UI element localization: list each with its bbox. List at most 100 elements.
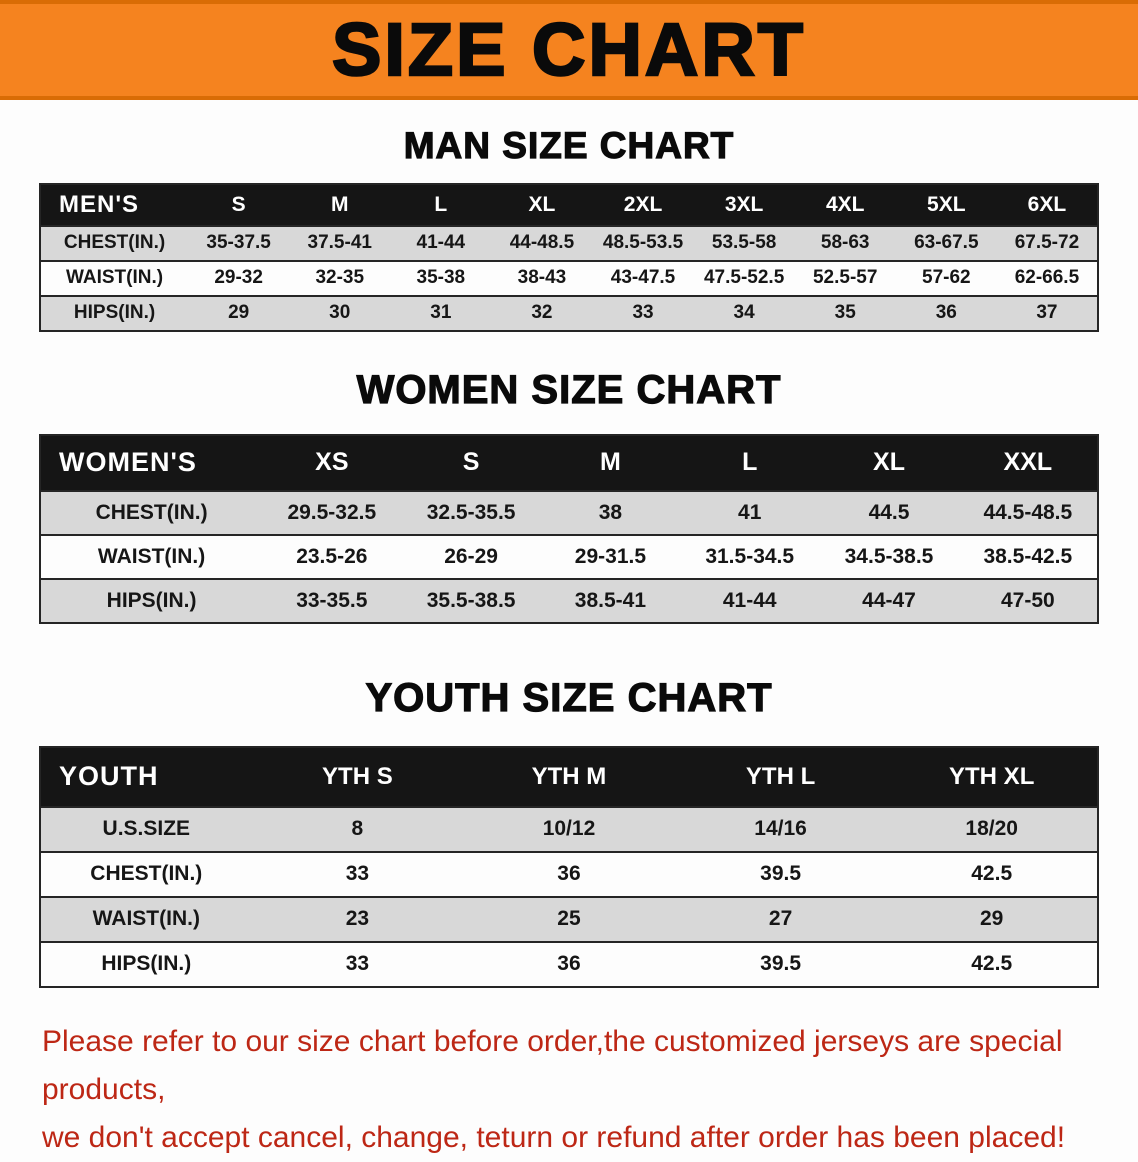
value-cell: 62-66.5 xyxy=(1014,267,1080,289)
value-cell: 35.5-38.5 xyxy=(426,588,516,612)
table-title-cell: WOMEN'S xyxy=(40,434,263,491)
value-cell: 41-44 xyxy=(416,232,466,254)
value-cell: 52.5-57 xyxy=(812,267,878,289)
table-title-cell: MEN'S xyxy=(40,183,189,226)
value-cell: 41-44 xyxy=(722,588,777,612)
value-cell: 38 xyxy=(598,500,623,524)
value-cell: 36 xyxy=(557,862,581,886)
value-cell: 38.5-41 xyxy=(574,588,647,612)
women-size-chart-heading: WOMEN SIZE CHART xyxy=(356,367,782,412)
youth-size-table: YOUTH YTH S YTH M YTH L YTH XL U.S.SIZE 8 10/12… xyxy=(39,745,1099,988)
size-header-cell: 3XL xyxy=(693,183,795,226)
value-cell: 44.5-48.5 xyxy=(983,500,1073,524)
value-cell: 42.5 xyxy=(971,952,1013,976)
value-cell: 35 xyxy=(834,302,856,324)
value-cell: 27 xyxy=(768,907,793,931)
size-header-cell: 2XL xyxy=(592,183,694,226)
value-cell: 38.5-42.5 xyxy=(983,544,1073,568)
footer-note: Please refer to our size chart before or… xyxy=(42,1018,1094,1162)
value-cell: 33 xyxy=(345,952,370,976)
size-header-cell: S xyxy=(401,434,541,491)
table-row: HIPS(IN.) 33-35.5 35.5-38.5 38.5-41 41-44 44-… xyxy=(40,578,1098,623)
size-header-cell: YTH S xyxy=(251,746,464,807)
value-cell: 32-35 xyxy=(315,267,365,289)
value-cell: 48.5-53.5 xyxy=(602,232,684,254)
value-cell: 36 xyxy=(935,302,957,324)
note-line-1: Please refer to our size chart before or… xyxy=(42,1024,1063,1106)
value-cell: 29.5-32.5 xyxy=(287,500,377,524)
value-cell: 53.5-58 xyxy=(711,232,777,254)
table-row: WAIST(IN.) 23.5-26 26-29 29-31.5 31.5-34.5 34… xyxy=(40,534,1098,579)
value-cell: 32 xyxy=(531,302,553,324)
row-label-cell: CHEST(IN.) xyxy=(90,862,203,886)
value-cell: 8 xyxy=(351,817,364,841)
value-cell: 36 xyxy=(557,952,581,976)
men-size-table: MEN'S S M L XL 2XL 3XL 4XL 5XL 6XL CHEST(IN.) 35-37… xyxy=(39,182,1099,332)
table-row: WAIST(IN.) 23 25 27 29 xyxy=(40,896,1098,942)
value-cell: 44.5 xyxy=(868,500,910,524)
value-cell: 29-31.5 xyxy=(574,544,647,568)
value-cell: 47-50 xyxy=(1000,588,1055,612)
value-cell: 31 xyxy=(430,302,452,324)
value-cell: 35-38 xyxy=(416,267,466,289)
value-cell: 43-47.5 xyxy=(610,267,676,289)
row-label-cell: WAIST(IN.) xyxy=(66,267,164,289)
size-header-cell: XL xyxy=(819,434,959,491)
value-cell: 39.5 xyxy=(760,862,802,886)
value-cell: 42.5 xyxy=(971,862,1013,886)
section-youth-size-chart: YOUTH SIZE CHART YOUTH YTH S YTH M YTH L YTH… xyxy=(0,675,1138,988)
value-cell: 38-43 xyxy=(517,267,567,289)
banner: SIZE CHART xyxy=(0,0,1138,100)
size-header-cell: YTH L xyxy=(674,746,887,807)
row-label-cell: CHEST(IN.) xyxy=(63,232,166,254)
value-cell: 63-67.5 xyxy=(914,232,979,254)
row-label-cell: CHEST(IN.) xyxy=(95,500,208,524)
row-label-cell: WAIST(IN.) xyxy=(92,907,200,931)
size-header-cell: 6XL xyxy=(996,183,1098,226)
value-cell: 34 xyxy=(733,302,755,324)
row-label-cell: WAIST(IN.) xyxy=(97,544,206,568)
value-cell: 30 xyxy=(329,302,351,324)
value-cell: 29 xyxy=(980,907,1004,931)
table-row: HIPS(IN.) 33 36 39.5 42.5 xyxy=(40,941,1098,987)
value-cell: 18/20 xyxy=(965,817,1018,841)
value-cell: 33 xyxy=(345,862,370,886)
value-cell: 44-48.5 xyxy=(509,232,575,254)
size-header-cell: 5XL xyxy=(895,183,997,226)
table-row: CHEST(IN.) 35-37.5 37.5-41 41-44 44-48.5 48.5… xyxy=(40,225,1098,261)
value-cell: 41 xyxy=(738,500,762,524)
table-row: U.S.SIZE 8 10/12 14/16 18/20 xyxy=(40,806,1098,852)
value-cell: 33-35.5 xyxy=(296,588,368,612)
value-cell: 58-63 xyxy=(820,232,870,254)
size-header-cell: XXL xyxy=(958,434,1098,491)
value-cell: 33 xyxy=(632,302,654,324)
size-header-cell: M xyxy=(289,183,391,226)
size-header-cell: M xyxy=(540,434,681,491)
size-header-cell: YTH M xyxy=(463,746,675,807)
men-size-chart-heading: MAN SIZE CHART xyxy=(403,125,735,167)
value-cell: 25 xyxy=(557,907,581,931)
row-label-cell: U.S.SIZE xyxy=(102,817,191,841)
value-cell: 34.5-38.5 xyxy=(844,544,934,568)
women-size-table: WOMEN'S XS S M L XL XXL CHEST(IN.) 29.5-32.5 32.5… xyxy=(39,433,1099,624)
size-header-cell: XL xyxy=(491,183,593,226)
size-header-cell: L xyxy=(680,434,820,491)
size-header-cell: XS xyxy=(262,434,402,491)
table-header-row: WOMEN'S XS S M L XL XXL xyxy=(40,434,1098,491)
value-cell: 32.5-35.5 xyxy=(426,500,516,524)
value-cell: 47.5-52.5 xyxy=(703,267,785,289)
page-title: SIZE CHART xyxy=(331,8,806,91)
value-cell: 10/12 xyxy=(542,817,596,841)
size-header-cell: L xyxy=(390,183,492,226)
value-cell: 26-29 xyxy=(444,544,498,568)
value-cell: 23 xyxy=(345,907,370,931)
value-cell: 67.5-72 xyxy=(1014,232,1080,254)
table-row: CHEST(IN.) 33 36 39.5 42.5 xyxy=(40,851,1098,897)
youth-size-chart-heading: YOUTH SIZE CHART xyxy=(365,675,773,720)
value-cell: 35-37.5 xyxy=(206,232,271,254)
value-cell: 37 xyxy=(1036,302,1058,324)
value-cell: 29-32 xyxy=(214,267,263,289)
value-cell: 31.5-34.5 xyxy=(705,544,795,568)
value-cell: 57-62 xyxy=(922,267,971,289)
